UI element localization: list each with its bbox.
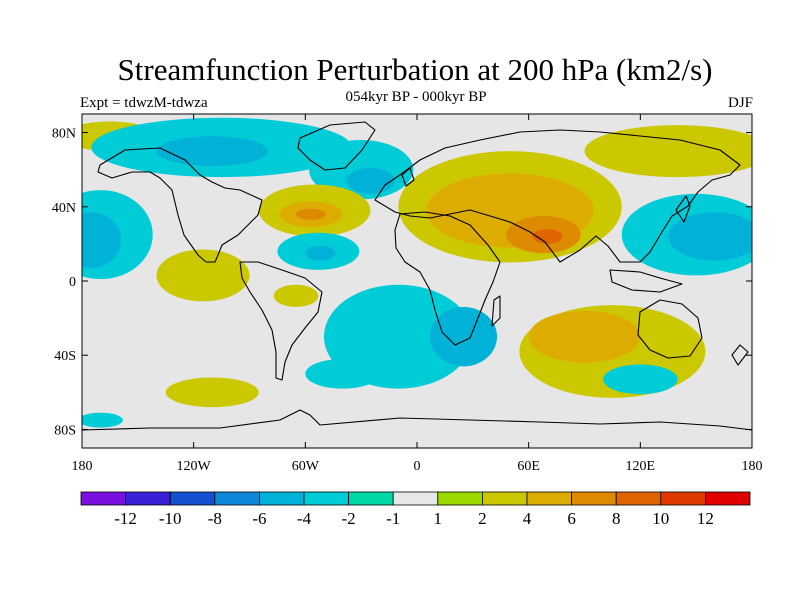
coastline-british-isles [401, 167, 415, 187]
coastline-north-america [97, 147, 263, 263]
chart-subtitle: 054kyr BP - 000kyr BP [345, 89, 487, 105]
lon-tick-label: 0 [414, 459, 421, 474]
coastline-eurasia [374, 129, 741, 263]
lat-tick-label: 40N [52, 201, 76, 216]
colorbar-label: -1 [386, 509, 400, 528]
lon-tick-label: 60E [517, 459, 540, 474]
colorbar-swatch [437, 491, 483, 506]
contour-region-28 [82, 412, 123, 428]
lat-tick-label: 80N [52, 127, 76, 142]
colorbar-swatch [392, 491, 439, 506]
colorbar-label: -10 [159, 509, 182, 528]
colorbar-label: -12 [114, 509, 137, 528]
colorbar-swatch [526, 491, 572, 506]
colorbar-swatch [348, 491, 394, 506]
latitude-axis: 80N 40N 0 40S 80S [52, 127, 752, 438]
lat-tick-label: 40S [54, 349, 76, 364]
contour-region-4 [346, 167, 395, 194]
colorbar-swatch [258, 491, 305, 506]
colorbar-label: -4 [297, 509, 312, 528]
map-plot-area [82, 114, 752, 448]
season-label: DJF [727, 95, 753, 111]
colorbar-label: 4 [523, 509, 532, 528]
coastline-japan [675, 195, 691, 223]
longitude-axis: 180 120W 60W 0 60E 120E 180 [72, 114, 763, 474]
contour-region-12 [156, 249, 250, 302]
coastline-maritime-continent [609, 269, 683, 293]
lon-tick-label: 120E [626, 459, 656, 474]
colorbar-swatch [303, 491, 349, 506]
contour-region-2 [156, 136, 269, 166]
contour-region-25 [528, 310, 641, 363]
contour-region-20 [668, 212, 752, 261]
coastline-greenland [297, 121, 376, 171]
coastline-madagascar [491, 295, 501, 327]
contour-region-27 [165, 377, 259, 408]
experiment-label: Expt = tdwzM-tdwza [80, 95, 208, 111]
contour-region-26 [603, 364, 678, 395]
colorbar-label: 10 [652, 509, 669, 528]
colorbar-swatch [214, 491, 260, 506]
contour-region-7 [296, 208, 326, 220]
lat-tick-label: 0 [69, 275, 76, 290]
colorbar-swatch [615, 491, 662, 506]
colorbar-label: -8 [208, 509, 222, 528]
contour-region-23 [305, 358, 380, 389]
colorbar-label: 2 [478, 509, 487, 528]
lat-tick-label: 80S [54, 423, 76, 438]
colorbar-label: -6 [252, 509, 266, 528]
coastline-australia [637, 299, 703, 359]
colorbar-swatch [571, 491, 617, 506]
coastline-africa [394, 211, 501, 346]
coastline-new-zealand [731, 344, 749, 366]
lon-tick-label: 120W [177, 459, 212, 474]
contour-region-11 [305, 245, 336, 261]
contour-region-13 [273, 284, 319, 307]
lon-tick-label: 180 [742, 459, 763, 474]
colorbar-label: -2 [342, 509, 356, 528]
colorbar-label: 6 [567, 509, 576, 528]
contour-region-18 [584, 125, 752, 178]
colorbar-label: 12 [697, 509, 714, 528]
lon-tick-label: 180 [72, 459, 93, 474]
colorbar: -12 -10 -8 -6 -4 -2 -1 1 2 4 6 8 10 12 [80, 491, 751, 528]
colorbar-swatch [169, 491, 216, 506]
colorbar-swatch [481, 491, 528, 506]
colorbar-swatch [80, 491, 126, 506]
coastline-south-america [239, 261, 323, 381]
coastlines [82, 121, 752, 431]
chart-title: Streamfunction Perturbation at 200 hPa (… [117, 52, 713, 87]
contour-region-9 [82, 212, 122, 269]
colorbar-label: 1 [434, 509, 443, 528]
coastline-antarctica [82, 409, 752, 431]
contour-region-17 [532, 229, 563, 244]
colorbar-swatch [705, 491, 751, 506]
colorbar-swatch [125, 491, 171, 506]
colorbar-label: 8 [612, 509, 621, 528]
contour-region-22 [430, 306, 498, 367]
lon-tick-label: 60W [292, 459, 320, 474]
colorbar-swatch [660, 491, 706, 506]
